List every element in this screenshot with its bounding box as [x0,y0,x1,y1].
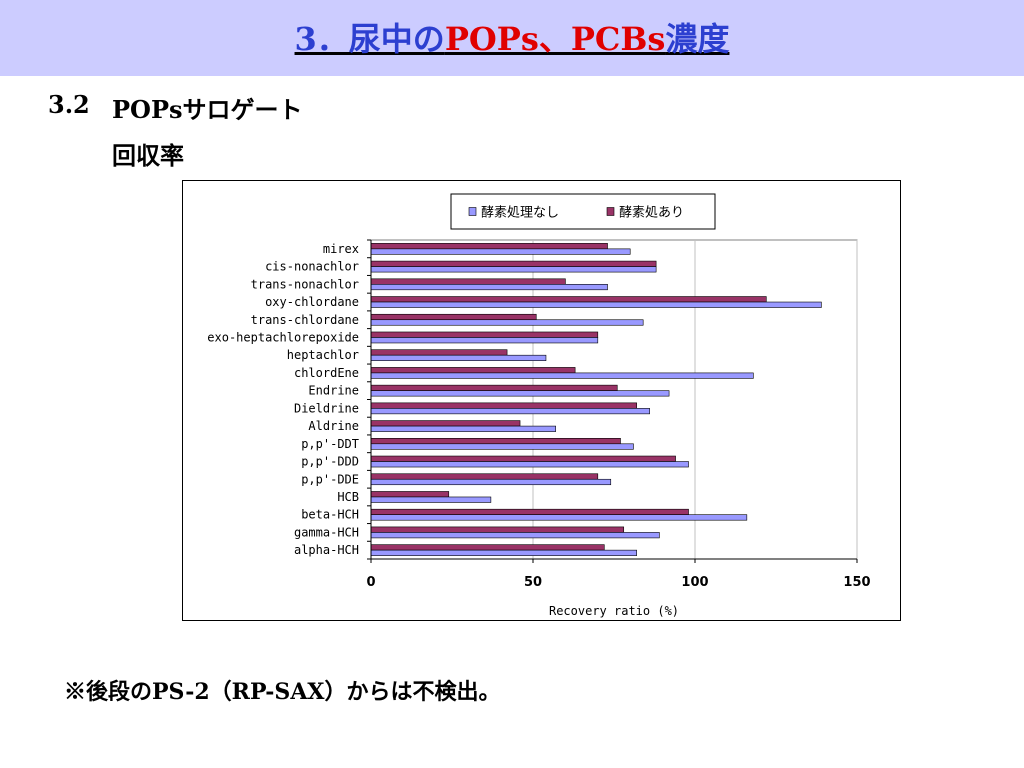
bar-no-enzyme [370,284,608,291]
title-highlight: POPs、PCBs [444,20,666,58]
category-label: p,p'-DDE [301,472,359,486]
bar-enzyme [370,491,450,498]
category-label: Aldrine [308,419,359,433]
title-prefix: 3．尿中の [294,20,445,58]
category-label: exo-heptachlorepoxide [207,330,359,344]
bar-enzyme [370,526,625,533]
page-title: 3．尿中のPOPs、PCBs濃度 [0,14,1024,60]
category-label: oxy-chlordane [265,295,359,309]
legend [450,193,716,230]
x-tick-label: 150 [843,575,870,590]
category-label: alpha-HCH [294,543,359,557]
legend-swatch [468,207,477,216]
category-label: trans-chlordane [251,313,359,327]
category-label: p,p'-DDD [301,455,359,469]
section-subtitle: 回収率 [112,141,184,170]
category-label: beta-HCH [301,508,359,522]
x-tick-label: 0 [366,575,375,590]
bar-no-enzyme [370,408,650,415]
section-title: POPsサロゲート [112,95,303,124]
bar-no-enzyme [370,496,492,503]
category-label: Endrine [308,384,359,398]
x-tick-label: 100 [681,575,708,590]
category-label: mirex [323,242,359,256]
category-label: gamma-HCH [294,525,359,539]
plot-area [370,239,858,560]
bar-no-enzyme [370,461,689,468]
bar-enzyme [370,313,537,321]
bar-enzyme [370,473,599,480]
legend-label: 酵素処理なし [481,206,559,221]
bar-no-enzyme [370,248,631,255]
recovery-bar-chart: mirex cis-nonachlor trans-nonachlor oxy-chl… [207,193,871,618]
chart-frame: mirex cis-nonachlor trans-nonachlor oxy-chl… [182,180,901,621]
category-label: chlordEne [294,366,359,380]
bar-no-enzyme [370,549,637,556]
bar-enzyme [370,438,621,445]
bar-no-enzyme [370,478,612,486]
footnote: ※後段のPS-2（RP-SAX）からは不検出。 [64,679,501,705]
section-number: 3.2 [48,90,90,119]
bar-enzyme [370,243,608,250]
bar-enzyme [370,402,637,409]
bar-enzyme [370,420,521,427]
bar-no-enzyme [370,319,644,326]
bar-no-enzyme [370,266,657,273]
title-bar: 3．尿中のPOPs、PCBs濃度 [0,0,1024,76]
category-label: Dieldrine [294,401,359,415]
category-label: trans-nonachlor [251,277,359,291]
bar-enzyme [370,296,767,303]
category-label: HCB [337,490,359,504]
legend-swatch [606,207,615,216]
bar-enzyme [370,384,618,391]
bar-no-enzyme [370,390,670,397]
bar-no-enzyme [370,301,822,308]
bar-enzyme [370,278,566,285]
bar-no-enzyme [370,425,556,432]
title-suffix: 濃度 [665,20,730,58]
bar-no-enzyme [370,514,748,521]
bar-no-enzyme [370,354,547,361]
bar-enzyme [370,544,605,551]
bar-enzyme [370,508,689,515]
category-label: heptachlor [287,348,359,362]
bar-no-enzyme [370,443,634,450]
bar-enzyme [370,455,676,462]
bar-enzyme [370,349,508,356]
bar-enzyme [370,331,599,338]
bar-no-enzyme [370,372,754,379]
x-tick-label: 50 [524,575,542,590]
bar-no-enzyme [370,532,660,539]
bar-enzyme [370,260,657,267]
bar-no-enzyme [370,337,599,344]
category-label: p,p'-DDT [301,437,359,451]
legend-label: 酵素処あり [619,206,684,221]
category-label: cis-nonachlor [265,260,359,274]
bar-enzyme [370,367,576,374]
x-axis-title: Recovery ratio (%) [549,604,679,618]
